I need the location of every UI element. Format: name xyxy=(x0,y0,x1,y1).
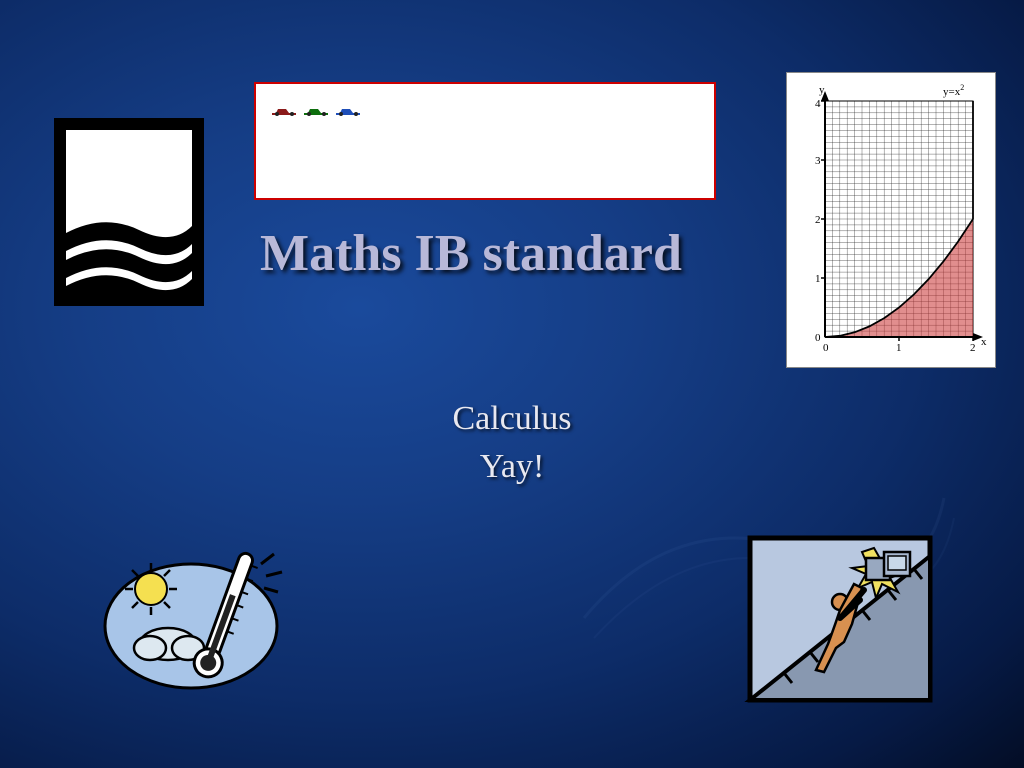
svg-text:4: 4 xyxy=(815,98,821,110)
svg-text:1: 1 xyxy=(815,273,821,285)
car-icon-green xyxy=(302,106,330,116)
subtitle-line-2: Yay! xyxy=(0,448,1024,486)
graph-xlabel: x xyxy=(981,336,987,348)
parabola-graph-panel: y y=x2 x 0 1 2 3 4 xyxy=(786,72,996,368)
graph-yticks: 0 1 2 3 4 xyxy=(815,98,825,344)
graph-equation: y=x2 xyxy=(943,83,964,98)
svg-text:0: 0 xyxy=(815,332,821,344)
sisyphus-slope-icon xyxy=(744,532,936,706)
car-icon-red xyxy=(270,106,298,116)
car-icon-blue xyxy=(334,106,362,116)
svg-text:2: 2 xyxy=(970,342,976,354)
graph-xticks: 0 1 2 xyxy=(823,337,976,354)
svg-text:0: 0 xyxy=(823,342,829,354)
parabola-graph-icon: y y=x2 x 0 1 2 3 4 xyxy=(795,81,989,361)
waves-logo-icon xyxy=(54,118,204,306)
svg-text:3: 3 xyxy=(815,155,821,167)
cars-legend-box xyxy=(254,82,716,200)
subtitle-line-1: Calculus xyxy=(0,400,1024,438)
weather-thermometer-icon xyxy=(96,534,296,704)
slide-title: Maths IB standard xyxy=(260,224,682,283)
svg-text:2: 2 xyxy=(815,214,821,226)
svg-text:1: 1 xyxy=(896,342,902,354)
